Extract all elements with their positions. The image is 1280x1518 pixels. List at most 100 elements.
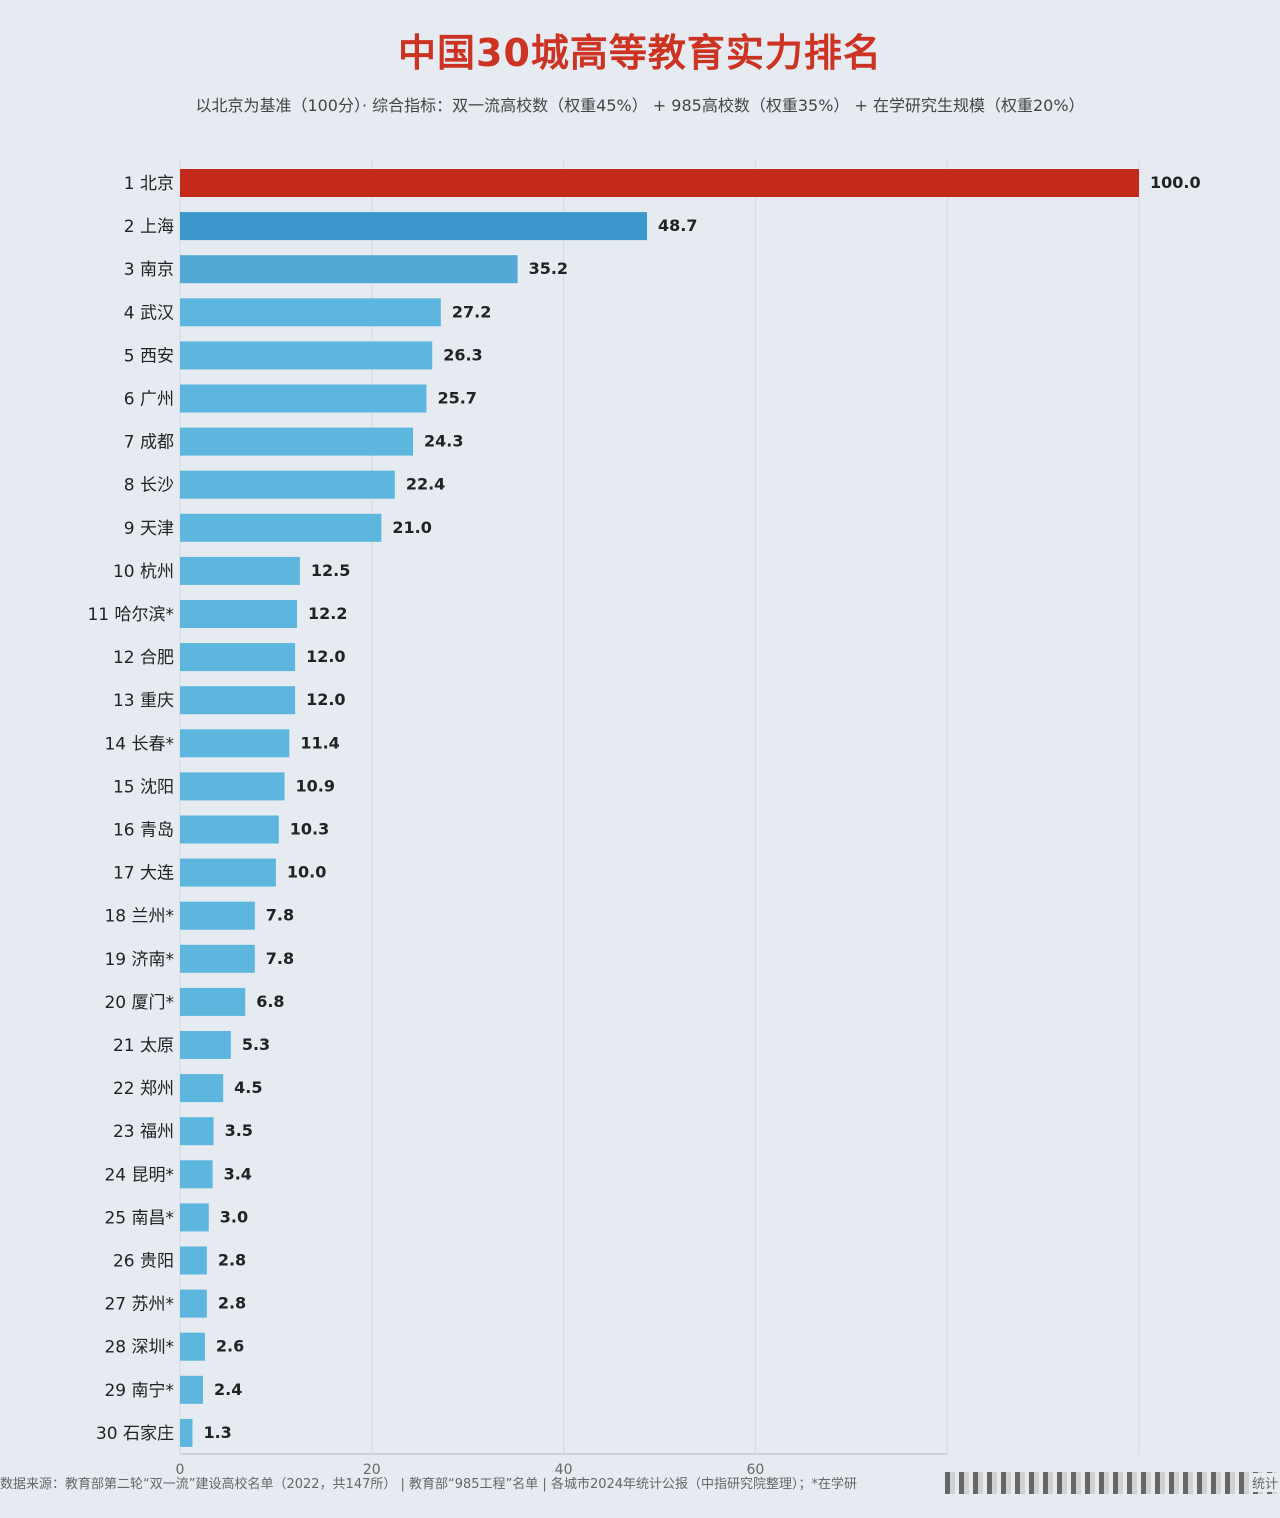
- category-label: 1 北京: [124, 174, 174, 194]
- bar: [180, 470, 395, 499]
- bar: [180, 686, 296, 715]
- category-label: 19 济南*: [104, 950, 174, 970]
- category-label: 24 昆明*: [104, 1165, 174, 1185]
- source-note-end: 统计: [1249, 1473, 1278, 1492]
- bar: [180, 858, 276, 887]
- category-label: 7 成都: [124, 433, 174, 453]
- category-label: 18 兰州*: [104, 907, 174, 927]
- value-label: 24.3: [424, 432, 463, 451]
- value-label: 10.3: [290, 820, 329, 839]
- bar: [180, 1289, 207, 1318]
- value-label: 100.0: [1150, 173, 1201, 192]
- category-label: 10 杭州: [113, 562, 174, 582]
- x-tick-label: 20: [363, 1462, 381, 1478]
- category-label: 27 苏州*: [104, 1295, 174, 1315]
- category-label: 16 青岛: [113, 821, 174, 841]
- value-label: 21.0: [392, 518, 431, 537]
- bar: [180, 600, 297, 628]
- value-label: 7.8: [266, 949, 294, 968]
- value-label: 10.9: [296, 776, 335, 795]
- value-label: 3.5: [225, 1121, 253, 1140]
- value-label: 12.0: [306, 647, 345, 666]
- value-label: 2.8: [218, 1251, 246, 1270]
- value-label: 22.4: [406, 475, 445, 494]
- bar-chart: 0 20 40 60 1 北京 100.0 2 上海 48.7 3 南京 35.2 4 武汉 27.2…: [87, 160, 1201, 1478]
- category-label: 5 西安: [124, 346, 174, 366]
- bar: [180, 643, 296, 672]
- bar: [180, 1375, 204, 1404]
- category-label: 3 南京: [124, 260, 174, 280]
- value-label: 3.4: [224, 1164, 252, 1183]
- category-label: 4 武汉: [124, 303, 174, 323]
- category-label: 17 大连: [113, 864, 174, 884]
- value-label: 12.2: [308, 604, 347, 623]
- bar: [180, 901, 255, 930]
- bar: [180, 1117, 214, 1146]
- bar: [180, 384, 427, 413]
- value-label: 4.5: [234, 1078, 262, 1097]
- bar: [180, 729, 290, 758]
- blurred-footer-region: [945, 1472, 1280, 1494]
- category-label: 28 深圳*: [104, 1338, 174, 1358]
- value-label: 12.0: [306, 690, 345, 709]
- bar: [180, 815, 279, 844]
- category-label: 11 哈尔滨*: [87, 605, 174, 625]
- x-tick-label: 60: [746, 1462, 764, 1478]
- bar: [180, 255, 518, 284]
- value-label: 35.2: [529, 259, 568, 278]
- source-note: 数据来源：教育部第二轮“双一流”建设高校名单（2022，共147所） | 教育部…: [0, 1477, 858, 1492]
- value-label: 2.4: [214, 1380, 242, 1399]
- value-label: 26.3: [443, 345, 482, 364]
- value-label: 2.6: [216, 1337, 244, 1356]
- bar: [180, 1203, 209, 1232]
- bar: [180, 1246, 207, 1275]
- bar: [180, 1031, 231, 1059]
- bar: [180, 1418, 193, 1447]
- bar: [180, 944, 255, 973]
- bar: [180, 987, 246, 1016]
- footer: 数据来源：教育部第二轮“双一流”建设高校名单（2022，共147所） | 教育部…: [0, 1472, 1280, 1494]
- bar: [180, 1074, 224, 1103]
- x-tick-label: 40: [555, 1462, 573, 1478]
- value-label: 12.5: [311, 561, 350, 580]
- category-label: 2 上海: [124, 217, 174, 237]
- category-label: 26 贵阳: [113, 1252, 174, 1272]
- category-label: 6 广州: [124, 390, 174, 410]
- bar: [180, 772, 285, 801]
- category-label: 23 福州: [113, 1122, 174, 1142]
- bar: [180, 556, 300, 585]
- category-label: 29 南宁*: [104, 1381, 174, 1401]
- value-label: 7.8: [266, 906, 294, 925]
- value-label: 1.3: [203, 1423, 231, 1442]
- category-label: 12 合肥: [113, 648, 174, 668]
- value-label: 11.4: [300, 733, 339, 752]
- category-label: 22 郑州: [113, 1079, 174, 1099]
- bar: [180, 169, 1139, 197]
- category-label: 9 天津: [124, 519, 174, 539]
- value-label: 6.8: [256, 992, 284, 1011]
- bar: [180, 341, 433, 370]
- bar: [180, 1332, 205, 1361]
- category-label: 15 沈阳: [113, 777, 174, 797]
- category-label: 30 石家庄: [96, 1424, 174, 1444]
- category-label: 13 重庆: [113, 691, 174, 711]
- chart-subtitle: 以北京为基准（100分）· 综合指标：双一流高校数（权重45%） + 985高校…: [195, 96, 1085, 115]
- value-label: 3.0: [220, 1207, 248, 1226]
- x-tick-label: 0: [176, 1462, 185, 1478]
- category-label: 20 厦门*: [104, 993, 174, 1013]
- bar: [180, 427, 414, 456]
- value-label: 5.3: [242, 1035, 270, 1054]
- category-label: 14 长春*: [104, 734, 174, 754]
- bar: [180, 298, 441, 327]
- value-label: 25.7: [437, 389, 476, 408]
- category-label: 8 长沙: [124, 476, 174, 496]
- bar: [180, 513, 382, 542]
- value-label: 10.0: [287, 863, 326, 882]
- category-label: 21 太原: [113, 1036, 174, 1056]
- bar: [180, 1160, 213, 1189]
- bar: [180, 212, 648, 241]
- category-label: 25 南昌*: [104, 1208, 174, 1228]
- value-label: 48.7: [658, 216, 697, 235]
- value-label: 2.8: [218, 1294, 246, 1313]
- chart-title: 中国30城高等教育实力排名: [398, 31, 882, 75]
